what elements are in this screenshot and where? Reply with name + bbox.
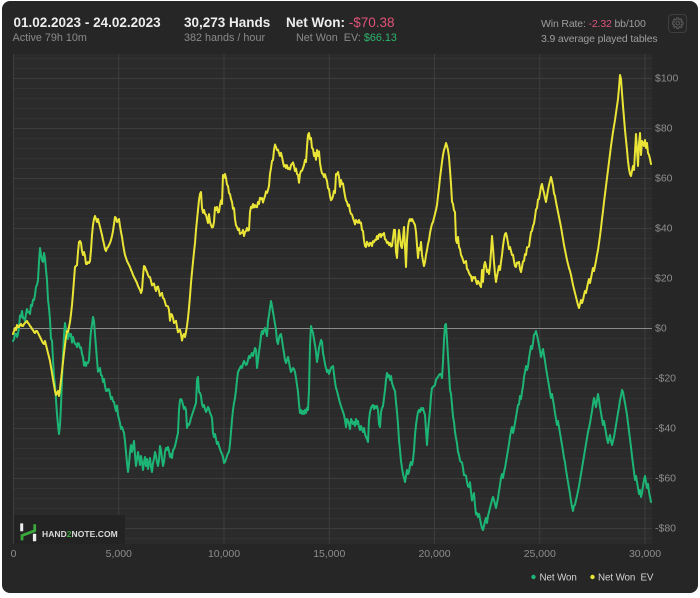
svg-text:25,000: 25,000 [524, 548, 556, 560]
svg-text:Net Won: Net Won [540, 573, 577, 584]
svg-text:-$20: -$20 [655, 373, 676, 385]
svg-text:-$40: -$40 [655, 423, 676, 435]
svg-text:30,000: 30,000 [629, 548, 661, 560]
svg-text:-$80: -$80 [655, 523, 676, 535]
svg-text:$20: $20 [655, 273, 673, 285]
svg-text:$60: $60 [655, 173, 673, 185]
svg-text:$80: $80 [655, 123, 673, 135]
svg-text:10,000: 10,000 [208, 548, 240, 560]
svg-text:$40: $40 [655, 223, 673, 235]
svg-text:15,000: 15,000 [313, 548, 345, 560]
svg-text:20,000: 20,000 [418, 548, 450, 560]
svg-text:-$60: -$60 [655, 473, 676, 485]
svg-text:0: 0 [11, 548, 17, 560]
svg-text:5,000: 5,000 [106, 548, 132, 560]
svg-text:HAND2NOTE.COM: HAND2NOTE.COM [42, 529, 118, 539]
svg-text:$0: $0 [655, 323, 667, 335]
svg-text:Net Won EV: Net Won EV [598, 573, 654, 584]
svg-text:$100: $100 [655, 73, 679, 85]
